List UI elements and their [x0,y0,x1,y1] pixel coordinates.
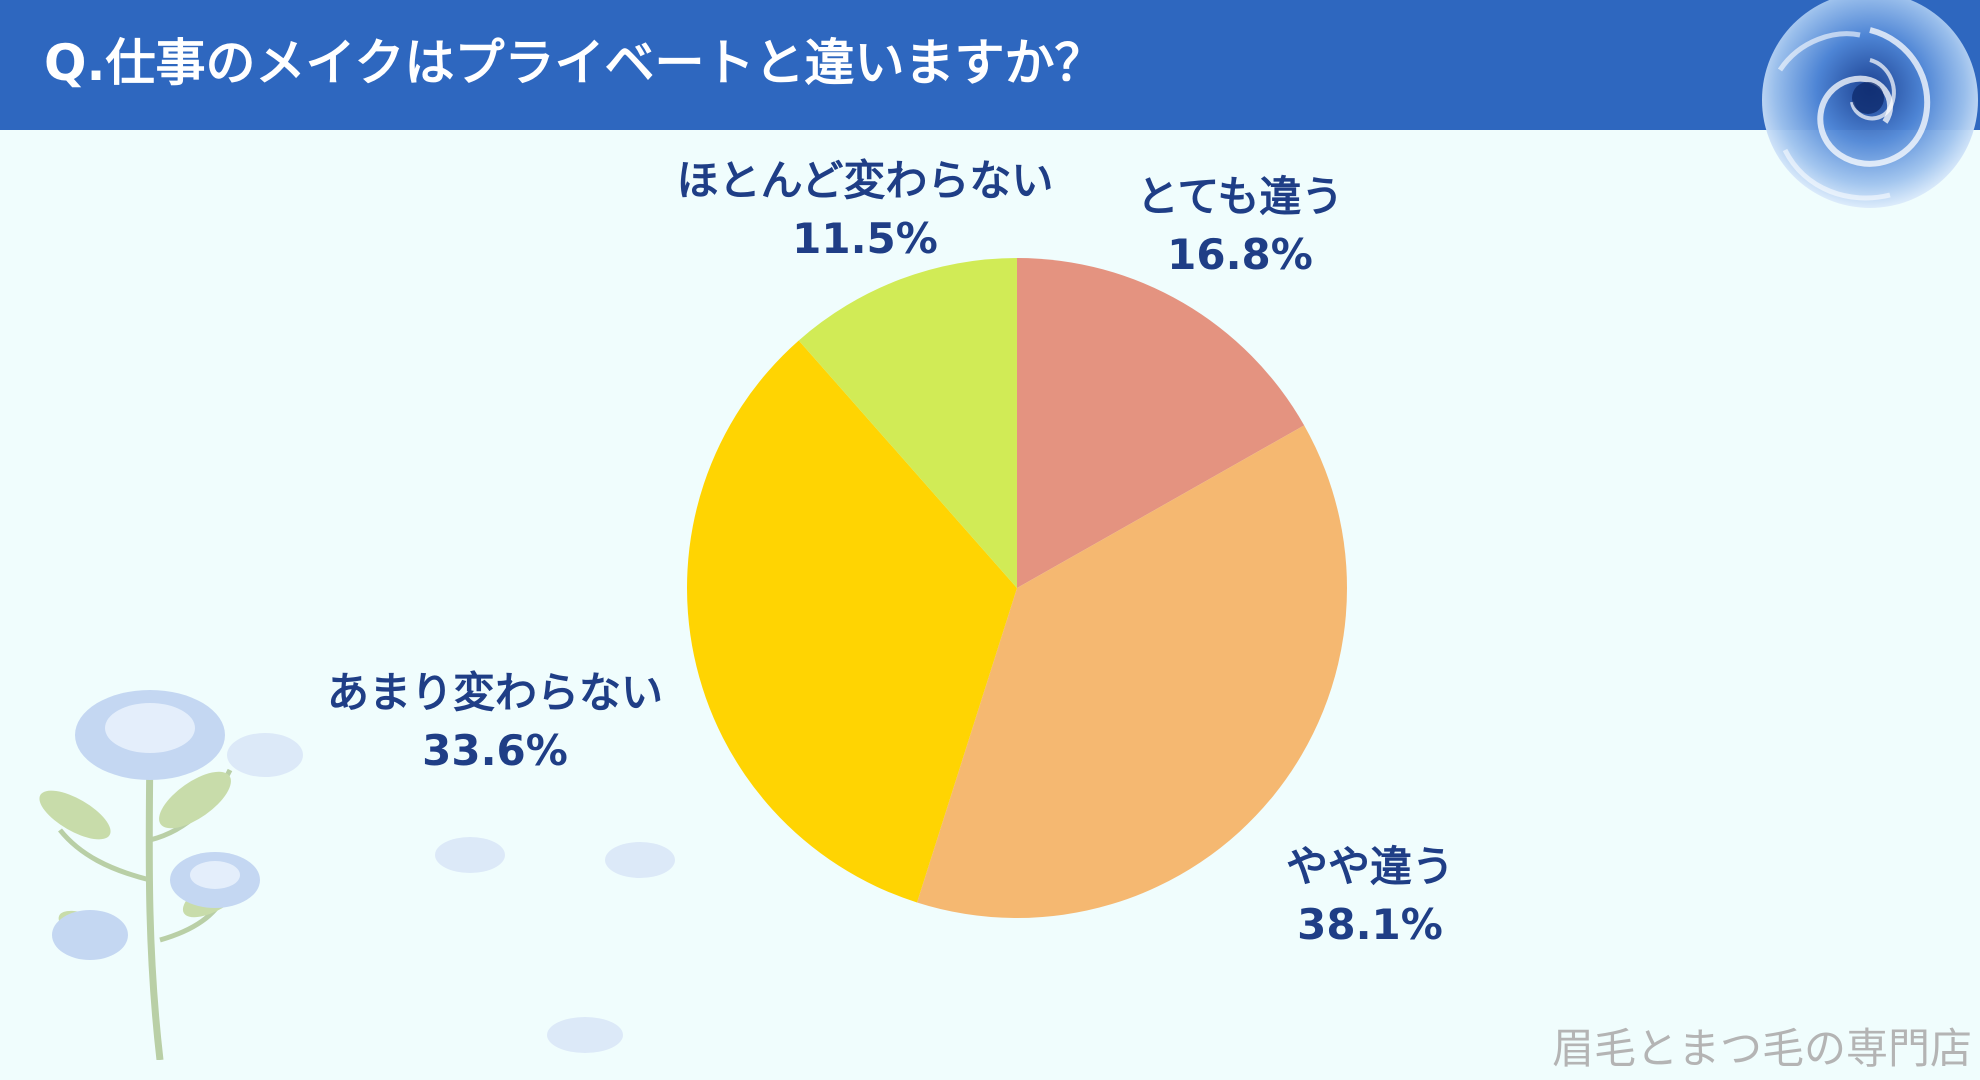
header-bar: Q.仕事のメイクはプライベートと違いますか？ [0,0,1980,130]
slice-value: 16.8% [1167,230,1313,279]
pie-slice [916,425,1347,918]
slice-value: 33.6% [422,726,568,775]
slice-name: あまり変わらない [326,668,664,717]
slice-label: あまり変わらない 33.6% [327,664,663,780]
page-title: Q.仕事のメイクはプライベートと違いますか？ [44,34,1105,92]
slice-name: ほとんど変わらない [676,156,1054,205]
pie-slice [798,258,1017,588]
pie-slice [687,340,1017,903]
brand-name: 眉毛とまつ毛の専門店 [1551,1024,1972,1073]
pie-slice [1017,258,1305,588]
slice-name: やや違う [1285,842,1455,891]
slice-name: とても違う [1136,172,1344,221]
blue-rose-branch-icon [39,690,675,1060]
slice-value: 38.1% [1297,900,1443,949]
slice-label: やや違う 38.1% [1286,838,1454,954]
blue-rose-icon [1762,0,1978,208]
slice-label: ほとんど変わらない 11.5% [677,152,1054,268]
slice-value: 11.5% [792,214,938,263]
slice-label: とても違う 16.8% [1137,168,1344,284]
